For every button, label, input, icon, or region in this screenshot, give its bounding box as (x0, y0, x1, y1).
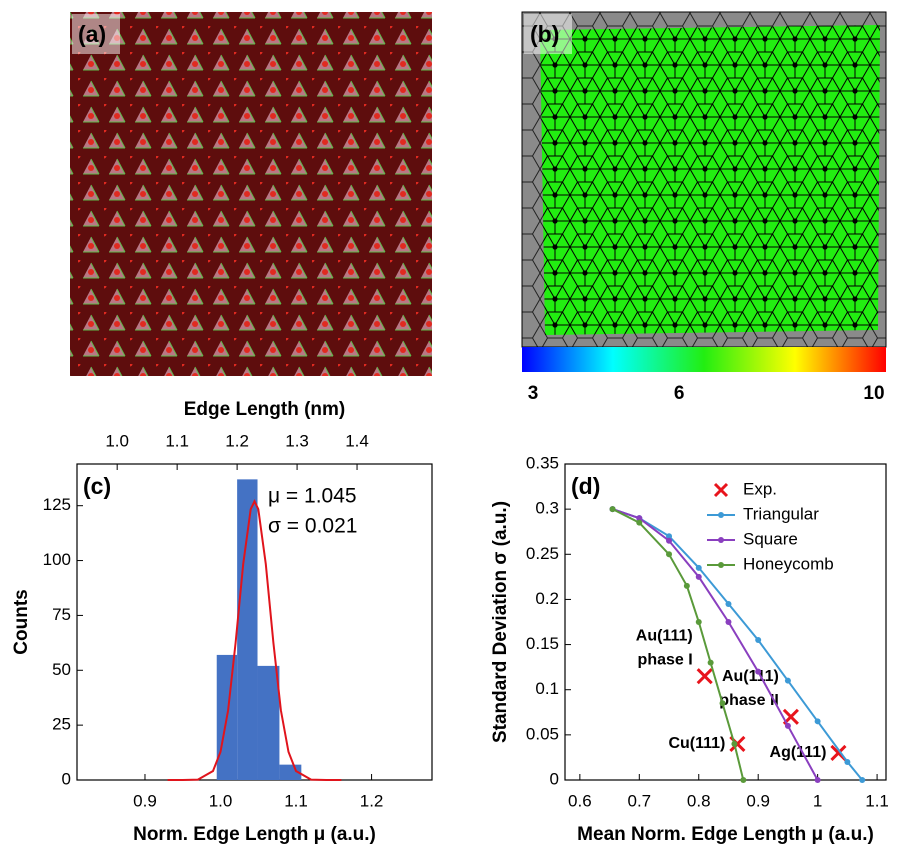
series-point (609, 506, 616, 513)
colorbar-tick-label: 6 (674, 383, 685, 404)
plot-frame (564, 463, 887, 781)
y-tick-label: 125 (43, 495, 71, 514)
histogram-bar (237, 479, 258, 780)
x2-tick-label: 1.0 (105, 431, 129, 450)
series-point (784, 722, 791, 729)
y-tick-label: 0.25 (526, 544, 559, 563)
x-tick-label: 1.2 (360, 791, 384, 810)
y-tick-label: 0.15 (526, 634, 559, 653)
voronoi-cells (540, 25, 880, 335)
legend-swatch-dot (718, 512, 724, 518)
y-tick-label: 0 (62, 769, 71, 788)
series-point (719, 700, 726, 707)
series-point (666, 537, 673, 544)
series-point (707, 659, 714, 666)
x-tick-label: 1.0 (209, 791, 233, 810)
x-tick-label: 0.6 (568, 791, 592, 810)
point-label: Cu(111) (668, 735, 725, 752)
series-point (695, 619, 702, 625)
y-axis-title: Standard Deviation σ (a.u.) (490, 501, 511, 743)
series-line (612, 508, 863, 781)
point-label: Au(111) (636, 627, 693, 644)
series-point (859, 777, 866, 783)
y-tick-label: 0.35 (526, 453, 559, 472)
x-tick-label: 1 (813, 791, 822, 810)
stm-image (70, 12, 432, 376)
colorbar (522, 347, 886, 372)
series-point (814, 777, 821, 783)
series-point (725, 600, 732, 607)
series-point (636, 519, 643, 526)
annotation: μ = 1.045 (268, 485, 357, 508)
y-axis-title: Counts (11, 589, 32, 654)
y-tick-label: 75 (52, 605, 71, 624)
panel-label: (c) (83, 473, 111, 499)
annotation: σ = 0.021 (268, 515, 357, 538)
y-tick-label: 0.05 (526, 724, 559, 743)
legend-label: Exp. (743, 479, 777, 498)
histogram-bar (257, 665, 280, 780)
x-tick-label: 1.1 (284, 791, 308, 810)
y-tick-label: 0.3 (535, 499, 559, 518)
x-tick-label: 0.9 (746, 791, 770, 810)
point-label: Au(111) (722, 668, 779, 685)
point-label: phase I (638, 651, 693, 668)
series-point (666, 551, 673, 558)
series-point (666, 533, 673, 540)
point-label: Ag(111) (770, 744, 827, 761)
x-tick-label: 0.9 (133, 791, 157, 810)
series-point (636, 515, 643, 522)
series-point (731, 740, 738, 747)
series-point (725, 619, 732, 625)
x-axis-title: Norm. Edge Length μ (a.u.) (133, 824, 376, 845)
series-point (695, 573, 702, 580)
legend-label: Honeycomb (743, 554, 834, 573)
colorbar-tick-label: 3 (528, 383, 539, 404)
x2-tick-label: 1.2 (225, 431, 249, 450)
x-tick-label: 0.8 (687, 791, 711, 810)
series-point (683, 582, 690, 589)
series-line (612, 508, 819, 781)
point-label: phase II (719, 692, 779, 709)
y-tick-label: 50 (52, 660, 71, 679)
panel-label: (b) (530, 21, 559, 47)
label-backdrop (524, 14, 572, 54)
panel-label: (d) (571, 473, 600, 499)
series-point (755, 637, 762, 644)
y-tick-label: 25 (52, 715, 71, 734)
series-point (740, 777, 747, 783)
y-tick-label: 0.2 (535, 589, 559, 608)
y-tick-label: 0.1 (535, 679, 559, 698)
legend-swatch-dot (718, 537, 724, 543)
series-point (844, 758, 851, 765)
y-tick-label: 100 (43, 550, 71, 569)
series-point (755, 668, 762, 675)
x2-axis-title: Edge Length (nm) (184, 399, 345, 420)
y-tick-label: 0 (550, 769, 559, 788)
x2-tick-label: 1.3 (285, 431, 309, 450)
series-point (784, 677, 791, 684)
legend-marker (713, 482, 729, 498)
x-axis-title: Mean Norm. Edge Length μ (a.u.) (577, 824, 874, 845)
legend-swatch-dot (718, 562, 724, 568)
x2-tick-label: 1.4 (345, 431, 369, 450)
exp-marker (696, 668, 713, 685)
series-point (695, 564, 702, 571)
legend-label: Square (743, 529, 798, 548)
panel-label: (a) (78, 21, 106, 47)
x-tick-label: 0.7 (627, 791, 651, 810)
fit-curve (167, 498, 342, 781)
label-backdrop (72, 14, 120, 54)
colorbar-tick-label: 10 (863, 383, 884, 404)
x-tick-label: 1.1 (865, 791, 889, 810)
series-point (814, 718, 821, 725)
x2-tick-label: 1.1 (165, 431, 189, 450)
legend-label: Triangular (743, 504, 819, 523)
